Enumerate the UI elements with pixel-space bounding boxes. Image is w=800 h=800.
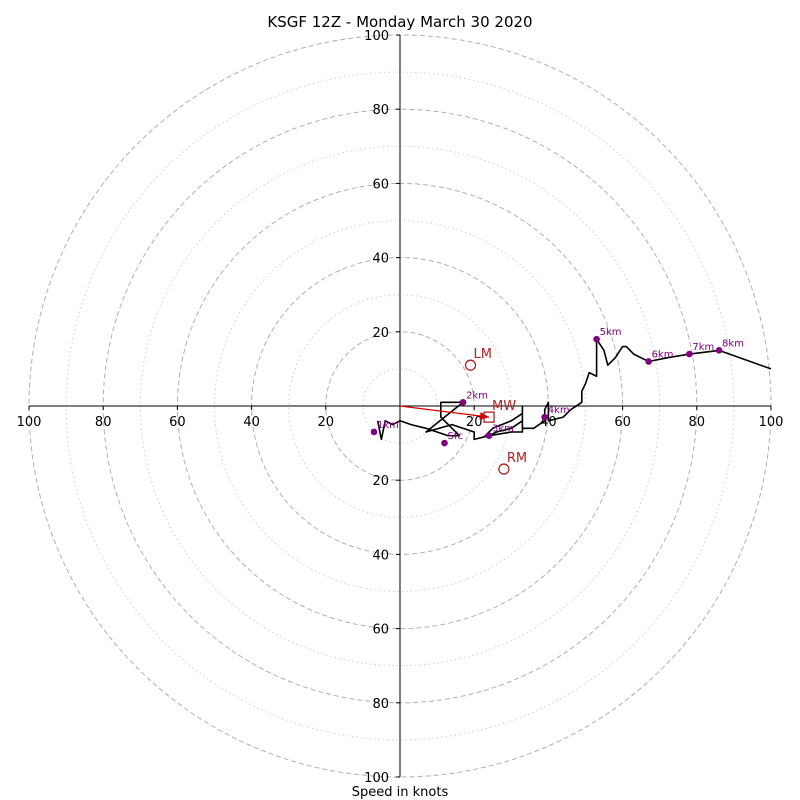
height-marker-dot: [459, 398, 467, 406]
y-tick-labels: 100 80 60 40 20 20 40 60 80 100: [364, 29, 400, 786]
height-marker-label: Sfc: [448, 431, 463, 442]
storm-motion-label: LM: [473, 347, 491, 362]
height-marker-label: 4km: [548, 405, 570, 416]
chart-title: KSGF 12Z - Monday March 30 2020: [267, 13, 532, 31]
x-axis-label: Speed in knots: [352, 785, 449, 800]
x-tick-label: 60: [614, 415, 631, 430]
height-marker-dot: [485, 432, 493, 439]
y-tick-label: 20: [372, 326, 389, 341]
height-marker-label: 7km: [692, 342, 714, 353]
x-tick-label: 100: [759, 415, 784, 430]
height-marker-dot: [686, 350, 693, 358]
x-tick-label: 80: [95, 415, 112, 430]
height-markers: Sfc 1km 2km 3km 4km 5km 6km 7km 8km: [370, 327, 744, 447]
height-marker-label: 5km: [600, 327, 622, 338]
mean-wind-arrow-shaft: [399, 405, 490, 418]
y-tick-label: 100: [364, 29, 389, 44]
mean-wind-marker: [483, 411, 495, 423]
height-marker-dot: [715, 347, 723, 354]
height-marker-dot: [541, 413, 548, 421]
wind-trace: [376, 338, 772, 441]
height-marker-dot: [593, 335, 600, 343]
y-tick-label: 60: [372, 177, 389, 192]
height-marker-label: 8km: [722, 338, 744, 349]
height-marker-dot: [645, 358, 652, 365]
x-tick-label: 20: [318, 415, 335, 430]
storm-motion-markers: LM RM MW: [399, 347, 527, 475]
y-tick-label: 100: [364, 771, 389, 786]
x-tick-label: 20: [466, 415, 483, 430]
y-tick-label: 80: [372, 697, 389, 712]
height-marker-label: 2km: [466, 390, 488, 401]
x-tick-label: 80: [689, 415, 706, 430]
y-tick-label: 80: [372, 103, 389, 118]
y-tick-label: 20: [372, 474, 389, 489]
x-tick-label: 40: [243, 415, 260, 430]
height-marker-label: 1km: [377, 420, 399, 431]
height-marker-label: 6km: [652, 349, 674, 360]
x-tick-labels: 100 80 60 40 20 20 40 60 80 100: [17, 406, 784, 430]
y-tick-label: 60: [372, 623, 389, 638]
height-marker-dot: [441, 439, 448, 447]
x-tick-label: 60: [169, 415, 186, 430]
y-tick-label: 40: [372, 252, 389, 267]
y-tick-label: 40: [372, 548, 389, 563]
x-tick-label: 100: [17, 415, 42, 430]
storm-motion-marker: [498, 463, 510, 475]
wind-trace-line: [376, 338, 772, 441]
height-marker-dot: [370, 428, 378, 436]
storm-motion-marker: [464, 359, 477, 371]
storm-motion-label: RM: [507, 451, 527, 466]
storm-motion-label: MW: [492, 399, 516, 414]
height-marker-label: 3km: [492, 424, 514, 435]
